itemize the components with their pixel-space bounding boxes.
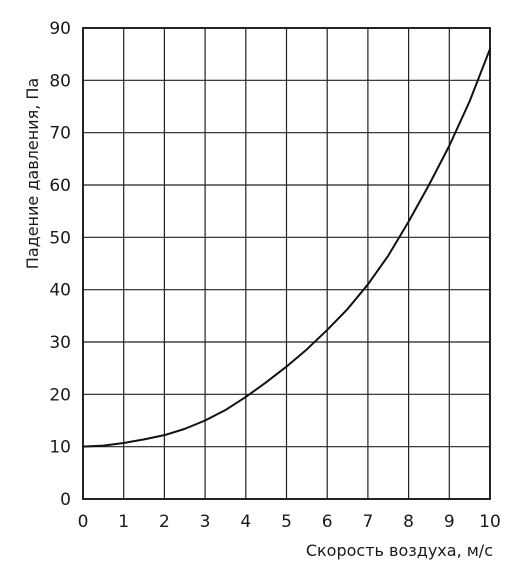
tick-label-layer: 0 1 2 3 4 5 6 7 8 9 10 0 10 20 30 40 50 60 70 80 90 (49, 19, 500, 532)
series-layer (82, 47, 491, 448)
x-tick-label: 10 (479, 512, 501, 532)
y-tick-label: 80 (49, 71, 71, 91)
y-tick-label: 40 (49, 281, 71, 301)
y-tick-label: 50 (49, 228, 71, 248)
grid-layer (82, 27, 491, 500)
x-tick-label: 3 (200, 512, 211, 532)
x-tick-label: 0 (78, 512, 89, 532)
y-tick-label: 70 (49, 124, 71, 144)
plot-frame (82, 27, 491, 500)
y-tick-label: 0 (60, 490, 71, 510)
x-tick-label: 8 (403, 512, 414, 532)
x-tick-label: 6 (322, 512, 333, 532)
axis-layer (82, 27, 491, 500)
x-tick-label: 5 (281, 512, 292, 532)
y-tick-label: 60 (49, 176, 71, 196)
x-tick-label: 7 (362, 512, 373, 532)
x-tick-label: 9 (444, 512, 455, 532)
y-tick-label: 90 (49, 19, 71, 39)
x-tick-label: 2 (159, 512, 170, 532)
y-tick-label: 20 (49, 385, 71, 405)
y-tick-label: 10 (49, 438, 71, 458)
y-axis-title: Падение давления, Па (23, 78, 42, 269)
x-tick-label: 4 (240, 512, 251, 532)
x-axis-title: Скорость воздуха, м/с (306, 541, 493, 560)
y-tick-label: 30 (49, 333, 71, 353)
x-tick-label: 1 (118, 512, 129, 532)
series-line-0 (82, 47, 491, 448)
